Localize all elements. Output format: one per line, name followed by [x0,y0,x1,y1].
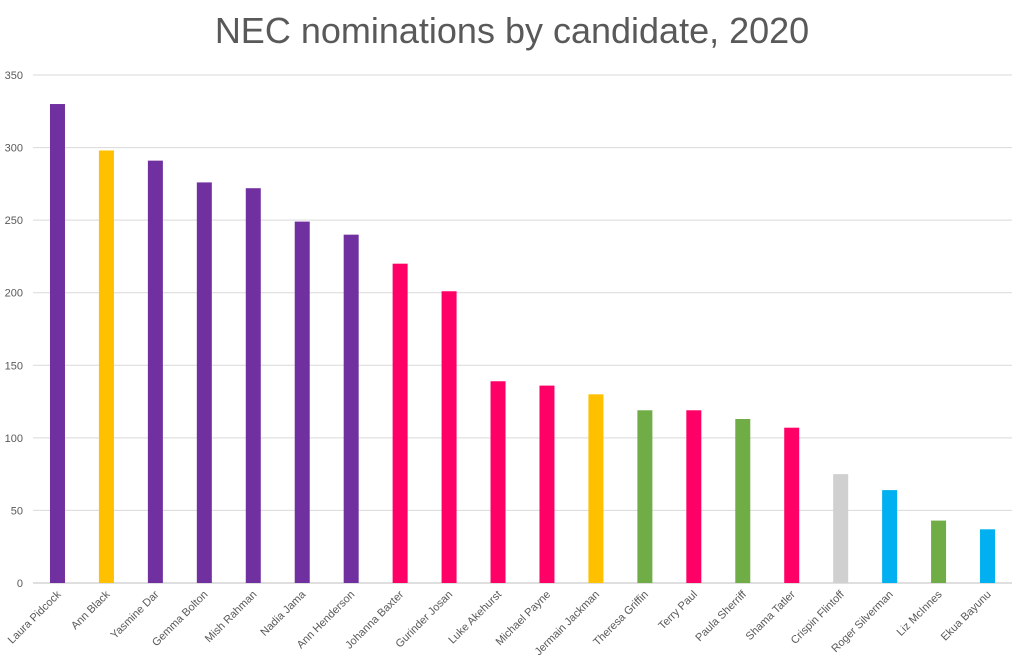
x-tick-label: Laura Pidcock [6,588,64,646]
bar-gemma-bolton [196,182,212,584]
x-tick-label: Ann Black [69,588,113,632]
x-tick-label: Liz McInnes [895,588,945,638]
bar-mish-rahman [245,188,261,583]
chart-title: NEC nominations by candidate, 2020 [214,10,810,51]
y-tick-label: 350 [5,70,23,82]
x-tick-label: Yasmine Dar [109,588,162,641]
bar-johanna-baxter [392,263,408,583]
bar-ann-henderson [343,234,359,583]
x-tick-label: Nadia Jama [258,588,309,639]
bar-paula-sherriff [735,418,751,583]
x-tick-label: Paula Sherriff [693,588,749,644]
bar-roger-silverman [882,490,898,583]
x-tick-label: Ekua Bayunu [939,589,994,644]
bar-shama-tatler [784,427,800,583]
y-tick-label: 200 [5,288,23,300]
bar-theresa-griffin [637,410,653,583]
bar-luke-akehurst [490,381,506,583]
bar-liz-mcinnes [931,520,947,583]
bar-laura-pidcock [49,104,65,584]
bar-ekua-bayunu [980,529,996,583]
x-tick-label: Mish Rahman [203,589,259,645]
y-tick-label: 300 [5,143,23,155]
x-tick-label: Terry Paul [656,589,700,633]
bar-crispin-flintoff [833,474,849,583]
y-tick-label: 0 [17,578,23,590]
bar-terry-paul [686,410,702,583]
x-tick-label: Shama Tatler [744,588,798,642]
bar-nadia-jama [294,221,310,583]
bar-jermain-jackman [588,394,604,583]
bar-ann-black [98,150,114,583]
y-tick-label: 150 [5,360,23,372]
bar-gurinder-josan [441,291,457,583]
y-tick-label: 250 [5,215,23,227]
y-tick-label: 50 [11,505,23,517]
y-tick-label: 100 [5,433,23,445]
bar-michael-payne [539,385,555,583]
bar-yasmine-dar [147,160,163,584]
